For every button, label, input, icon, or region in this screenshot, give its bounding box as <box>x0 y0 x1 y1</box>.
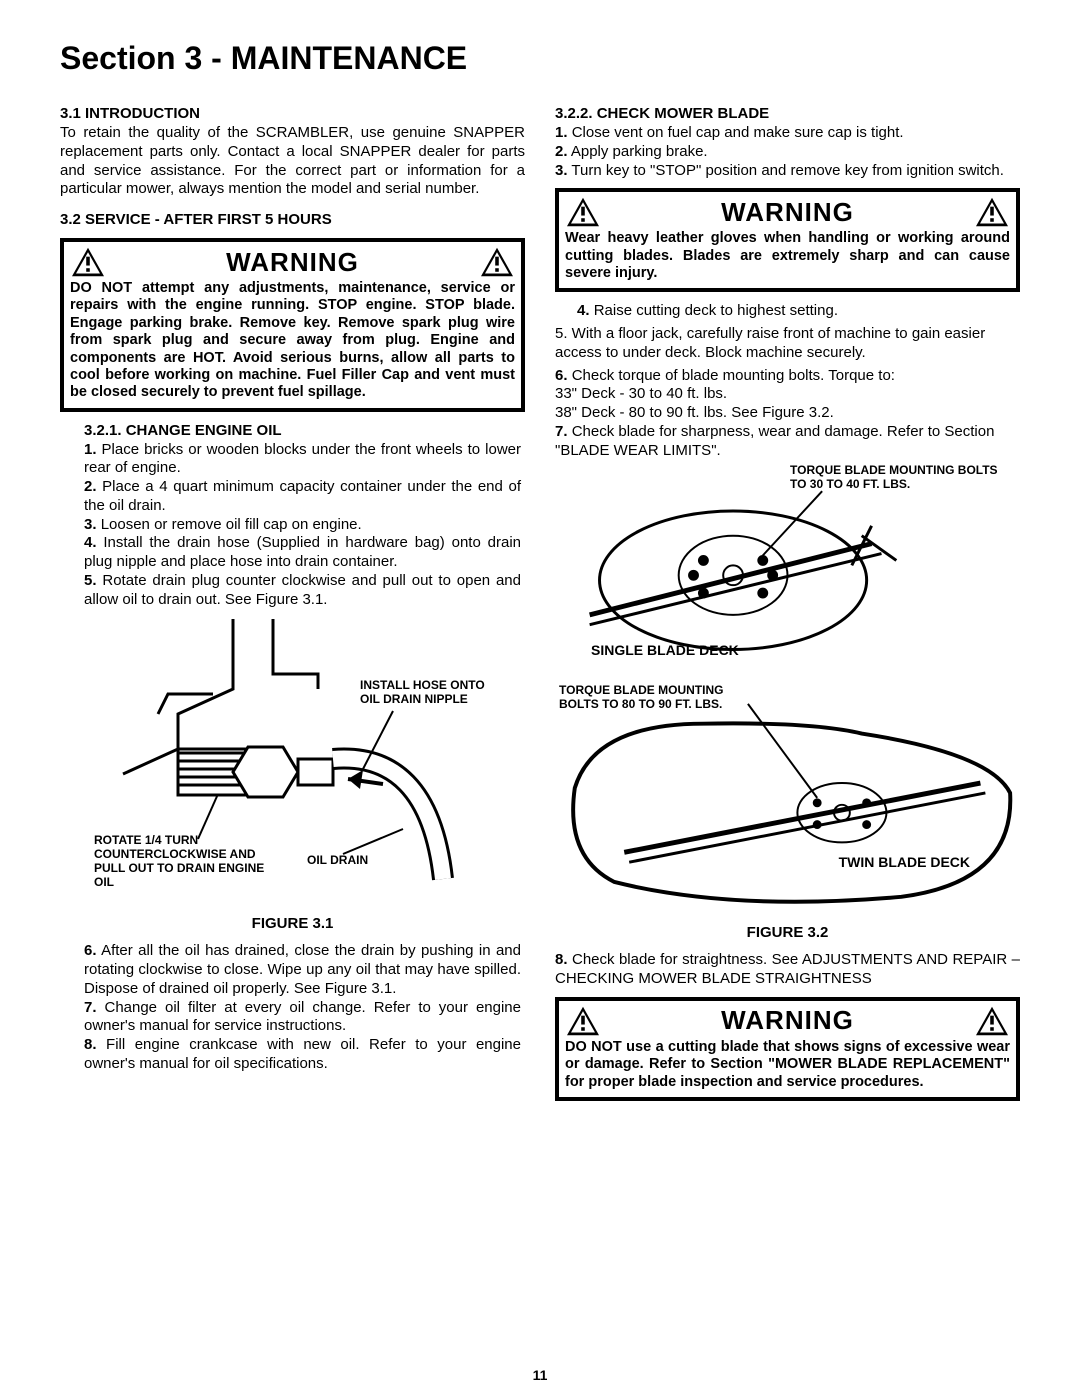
figure-3-1-caption: FIGURE 3.1 <box>60 915 525 932</box>
oil-step-2: 2. Place a 4 quart minimum capacity cont… <box>84 478 521 516</box>
blade-step-4-text: Raise cutting deck to highest setting. <box>594 302 838 319</box>
oil-step-1: 1. Place bricks or wooden blocks under t… <box>84 441 521 479</box>
warning-icon <box>70 246 106 278</box>
warning-icon <box>974 196 1010 228</box>
oil-step-7: 7. Change oil filter at every oil change… <box>84 999 521 1037</box>
fig31-label-b: ROTATE 1/4 TURN COUNTERCLOCKWISE AND PUL… <box>94 834 274 889</box>
oil-step-6-text: After all the oil has drained, close the… <box>84 942 521 997</box>
oil-step-8-text: Fill engine crankcase with new oil. Refe… <box>84 1036 521 1072</box>
warning-box-2: WARNING Wear heavy leather gloves when h… <box>555 188 1020 292</box>
blade-step-6b: 38" Deck - 80 to 90 ft. lbs. See Figure … <box>555 404 1016 423</box>
warning-icon <box>565 1005 601 1037</box>
blade-steps-block: 4. Raise cutting deck to highest setting… <box>555 302 1020 460</box>
figure-3-2: TORQUE BLADE MOUNTING BOLTS TO 30 TO 40 … <box>555 464 1020 924</box>
left-column: 3.1 INTRODUCTION To retain the quality o… <box>60 101 525 1111</box>
warning-title-3: WARNING <box>613 1005 962 1036</box>
fig31-label-a: INSTALL HOSE ONTO OIL DRAIN NIPPLE <box>360 679 500 707</box>
warning-body-2: Wear heavy leather gloves when handling … <box>565 230 1010 282</box>
oil-step-8: 8. Fill engine crankcase with new oil. R… <box>84 1036 521 1074</box>
page-number: 11 <box>0 1367 1080 1383</box>
blade-step-8-num: 8. <box>555 951 568 968</box>
blade-step-4: 4. Raise cutting deck to highest setting… <box>577 302 1016 321</box>
warning-body-1: DO NOT attempt any adjustments, maintena… <box>70 280 515 402</box>
blade-step-1: 1. Close vent on fuel cap and make sure … <box>555 124 1020 143</box>
oil-step-2-text: Place a 4 quart minimum capacity contain… <box>84 478 521 514</box>
right-column: 3.2.2. CHECK MOWER BLADE 1. Close vent o… <box>555 101 1020 1111</box>
warning-title-2: WARNING <box>613 197 962 228</box>
heading-change-oil: 3.2.1. CHANGE ENGINE OIL <box>84 422 521 439</box>
fig32-twin-label: TWIN BLADE DECK <box>839 854 970 870</box>
warning-body-3: DO NOT use a cutting blade that shows si… <box>565 1039 1010 1091</box>
page-title: Section 3 - MAINTENANCE <box>60 40 1020 77</box>
blade-step-3: 3. Turn key to "STOP" position and remov… <box>555 162 1020 181</box>
warning-title: WARNING <box>118 247 467 278</box>
blade-step-2: 2. Apply parking brake. <box>555 143 1020 162</box>
heading-introduction: 3.1 INTRODUCTION <box>60 105 525 122</box>
content-columns: 3.1 INTRODUCTION To retain the quality o… <box>60 101 1020 1111</box>
figure-3-2-caption: FIGURE 3.2 <box>555 924 1020 941</box>
heading-check-blade: 3.2.2. CHECK MOWER BLADE <box>555 105 1020 122</box>
fig32-top-label: TORQUE BLADE MOUNTING BOLTS TO 30 TO 40 … <box>790 464 1000 492</box>
oil-step-5-text: Rotate drain plug counter clockwise and … <box>84 572 521 608</box>
oil-step-4: 4. Install the drain hose (Supplied in h… <box>84 534 521 572</box>
blade-step-1-text: Close vent on fuel cap and make sure cap… <box>572 124 904 141</box>
warning-icon <box>565 196 601 228</box>
blade-step-3-text: Turn key to "STOP" position and remove k… <box>571 162 1004 179</box>
blade-step-6: 6. Check torque of blade mounting bolts.… <box>555 367 1016 386</box>
oil-step-6: 6. After all the oil has drained, close … <box>84 942 521 998</box>
oil-step-3-text: Loosen or remove oil fill cap on engine. <box>101 516 362 533</box>
oil-step-7-text: Change oil filter at every oil change. R… <box>84 999 521 1035</box>
fig32-mid-label: TORQUE BLADE MOUNTING BOLTS TO 80 TO 90 … <box>559 684 759 712</box>
fig32-single-label: SINGLE BLADE DECK <box>591 642 739 658</box>
blade-step-7: 7. Check blade for sharpness, wear and d… <box>555 423 1016 461</box>
warning-icon <box>479 246 515 278</box>
warning-box-1: WARNING DO NOT attempt any adjustments, … <box>60 238 525 412</box>
oil-step-5: 5. Rotate drain plug counter clockwise a… <box>84 572 521 610</box>
blade-step-8-text: Check blade for straightness. See ADJUST… <box>555 951 1020 987</box>
heading-service: 3.2 SERVICE - AFTER FIRST 5 HOURS <box>60 211 525 228</box>
blade-step-6-text: Check torque of blade mounting bolts. To… <box>572 367 895 384</box>
oil-step-3: 3. Loosen or remove oil fill cap on engi… <box>84 516 521 535</box>
blade-step-5: 5. With a floor jack, carefully raise fr… <box>555 325 1016 363</box>
figure-3-1: INSTALL HOSE ONTO OIL DRAIN NIPPLE ROTAT… <box>60 619 525 909</box>
oil-steps-continued: 6. After all the oil has drained, close … <box>60 942 525 1073</box>
warning-box-3: WARNING DO NOT use a cutting blade that … <box>555 997 1020 1101</box>
oil-step-1-text: Place bricks or wooden blocks under the … <box>84 441 521 477</box>
warning-icon <box>974 1005 1010 1037</box>
intro-body: To retain the quality of the SCRAMBLER, … <box>60 124 525 199</box>
blade-step-6a: 33" Deck - 30 to 40 ft. lbs. <box>555 385 1016 404</box>
fig31-label-c: OIL DRAIN <box>307 854 397 868</box>
blade-step-2-text: Apply parking brake. <box>571 143 708 160</box>
oil-step-4-text: Install the drain hose (Supplied in hard… <box>84 534 521 570</box>
blade-step-7-text: Check blade for sharpness, wear and dama… <box>555 423 994 459</box>
change-oil-block: 3.2.1. CHANGE ENGINE OIL 1. Place bricks… <box>60 422 525 610</box>
